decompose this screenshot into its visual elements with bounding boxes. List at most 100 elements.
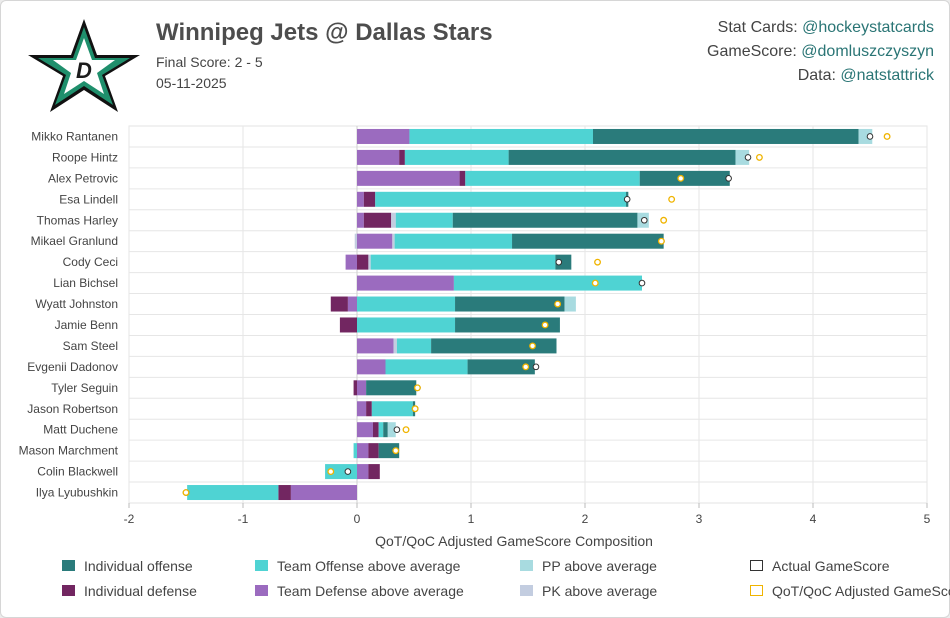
credit-handle[interactable]: @hockeystatcards: [802, 19, 934, 36]
adjusted-gamescore-marker: [883, 133, 891, 140]
bar-segment: [564, 296, 576, 312]
bar-segment: [378, 443, 400, 459]
bar-segment: [339, 317, 357, 333]
bar-segment: [357, 149, 400, 165]
adjusted-gamescore-marker: [594, 258, 601, 266]
actual-gamescore-marker: [344, 468, 352, 475]
actual-gamescore-marker: [725, 175, 732, 182]
bar-segment: [353, 380, 357, 396]
bar-segment: [508, 149, 736, 165]
adjusted-gamescore-marker: [327, 468, 335, 476]
bar-segment: [404, 149, 509, 165]
actual-gamescore-marker: [638, 279, 646, 287]
adjusted-gamescore-marker: [529, 342, 537, 350]
legend-label: Individual defense: [84, 583, 197, 599]
credit-handle[interactable]: @domluszczyszyn: [801, 43, 934, 60]
bar-segment: [368, 443, 379, 459]
x-axis-title: QoT/QoC Adjusted GameScore Composition: [375, 533, 653, 549]
player-label: Ilya Lyubushkin: [36, 486, 118, 500]
bar-segment: [357, 317, 456, 333]
bar-segment: [512, 233, 664, 249]
player-label: Matt Duchene: [43, 423, 118, 437]
player-label: Mason Marchment: [19, 444, 119, 458]
credit-stat-cards: Stat Cards: @hockeystatcards: [717, 19, 934, 36]
game-date: 05-11-2025: [156, 75, 227, 91]
player-label: Thomas Harley: [37, 213, 118, 227]
bar-segment: [357, 401, 367, 417]
actual-gamescore-marker: [555, 258, 563, 266]
bar-segment: [363, 191, 376, 207]
bar-segment: [465, 170, 640, 186]
bar-segment: [452, 212, 638, 228]
legend-swatch: [520, 560, 533, 571]
actual-gamescore-marker: [744, 154, 752, 161]
adjusted-gamescore-marker: [668, 195, 676, 203]
actual-gamescore-marker: [623, 196, 631, 203]
page-title: Winnipeg Jets @ Dallas Stars: [156, 19, 493, 46]
bar-segment: [357, 296, 456, 312]
actual-gamescore-marker: [640, 216, 648, 224]
player-label: Roope Hintz: [52, 150, 118, 164]
bar-segment: [357, 170, 460, 186]
x-tick-label: -2: [124, 512, 135, 526]
credits: Stat Cards: @hockeystatcards GameScore: …: [707, 16, 934, 88]
player-label: Jason Robertson: [27, 402, 118, 416]
x-tick-label: 1: [468, 512, 475, 526]
player-label: Cody Ceci: [63, 255, 118, 269]
adjusted-gamescore-marker: [755, 153, 763, 161]
final-score: Final Score: 2 - 5: [156, 54, 263, 70]
dallas-stars-logo-icon: D: [28, 19, 140, 112]
player-label: Mikael Granlund: [31, 234, 118, 248]
bar-segment: [858, 128, 873, 144]
bar-segment: [357, 128, 410, 144]
legend-label: QoT/QoC Adjusted GameScore: [772, 583, 950, 599]
bar-segment: [357, 191, 364, 207]
credit-handle[interactable]: @natstattrick: [840, 67, 934, 84]
bar-segment: [372, 422, 379, 438]
bar-segment: [396, 338, 432, 354]
adjusted-gamescore-marker: [677, 174, 685, 182]
bar-segment: [393, 338, 397, 354]
x-tick-label: 3: [696, 512, 703, 526]
bar-segment: [555, 254, 572, 270]
legend-label: Team Defense above average: [277, 583, 464, 599]
bar-segment: [370, 254, 556, 270]
bar-segment: [399, 149, 405, 165]
legend-swatch: [62, 560, 75, 571]
svg-text:D: D: [76, 58, 92, 83]
player-label: Mikko Rantanen: [31, 129, 118, 143]
bar-segment: [325, 464, 357, 480]
bar-segment: [366, 401, 372, 417]
bar-segment: [383, 422, 388, 438]
x-tick-label: 4: [810, 512, 817, 526]
bar-segment: [735, 149, 750, 165]
bar-segment: [330, 296, 348, 312]
bar-segment: [357, 464, 369, 480]
player-label: Wyatt Johnston: [35, 297, 118, 311]
adjusted-gamescore-marker: [591, 279, 599, 287]
bar-segment: [347, 296, 357, 312]
bar-segment: [354, 233, 357, 249]
adjusted-gamescore-marker: [522, 363, 530, 371]
legend-label: Team Offense above average: [277, 558, 461, 574]
x-tick-label: 0: [354, 512, 361, 526]
legend-swatch: [62, 585, 75, 596]
legend-label: PK above average: [542, 583, 658, 599]
bar-segment: [394, 233, 513, 249]
bar-segment: [363, 212, 392, 228]
legend-swatch: [520, 585, 533, 596]
actual-gamescore-marker: [866, 133, 874, 140]
bar-segment: [639, 170, 730, 186]
bar-segment: [187, 485, 279, 501]
player-label: Alex Petrovic: [48, 171, 118, 185]
legend-label: Actual GameScore: [772, 558, 890, 574]
adjusted-gamescore-marker: [182, 489, 190, 496]
bar-segment: [395, 212, 453, 228]
legend-swatch: [255, 585, 268, 596]
adjusted-gamescore-marker: [657, 237, 665, 245]
player-label: Sam Steel: [63, 339, 118, 353]
bar-segment: [378, 422, 384, 438]
bar-segment: [353, 443, 357, 459]
legend-swatch: [750, 585, 763, 596]
